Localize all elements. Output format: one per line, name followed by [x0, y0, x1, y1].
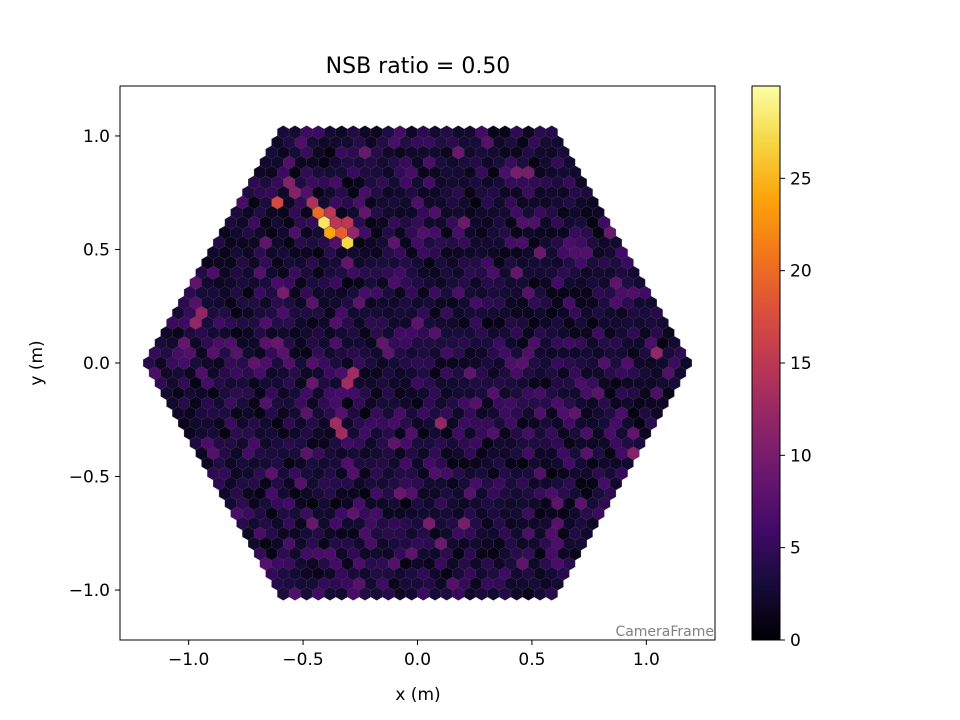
colorbar: [751, 85, 781, 641]
camera-pixel-layer: [143, 125, 692, 601]
x-tick-label: −1.0: [168, 650, 209, 670]
chart-title: NSB ratio = 0.50: [326, 54, 511, 79]
camera-frame-annotation: CameraFrame: [615, 624, 714, 640]
y-tick-label: −0.5: [69, 468, 110, 488]
x-tick-label: 0.5: [518, 650, 545, 670]
colorbar-tick-label: 20: [790, 262, 812, 282]
x-tick-label: −0.5: [282, 650, 323, 670]
y-tick-label: −1.0: [69, 581, 110, 601]
colorbar-tick-label: 15: [790, 354, 812, 374]
y-tick-label: 0.0: [83, 354, 110, 374]
x-axis-ticks: −1.0 −0.5 0.0 0.5 1.0: [168, 640, 660, 670]
y-axis-label: y (m): [27, 340, 47, 385]
colorbar-tick-label: 10: [790, 446, 812, 466]
camera-pixel: [545, 125, 558, 140]
colorbar-tick-label: 5: [790, 539, 801, 559]
colorbar-tick-label: 0: [790, 631, 801, 651]
colorbar-ticks: 0 5 10 15 20 25: [780, 169, 812, 651]
y-axis-ticks: −1.0 −0.5 0.0 0.5 1.0: [69, 127, 120, 601]
x-axis-label: x (m): [395, 685, 440, 705]
colorbar-tick-label: 25: [790, 169, 812, 189]
x-tick-label: 1.0: [633, 650, 660, 670]
x-tick-label: 0.0: [404, 650, 431, 670]
y-tick-label: 1.0: [83, 127, 110, 147]
y-tick-label: 0.5: [83, 240, 110, 260]
